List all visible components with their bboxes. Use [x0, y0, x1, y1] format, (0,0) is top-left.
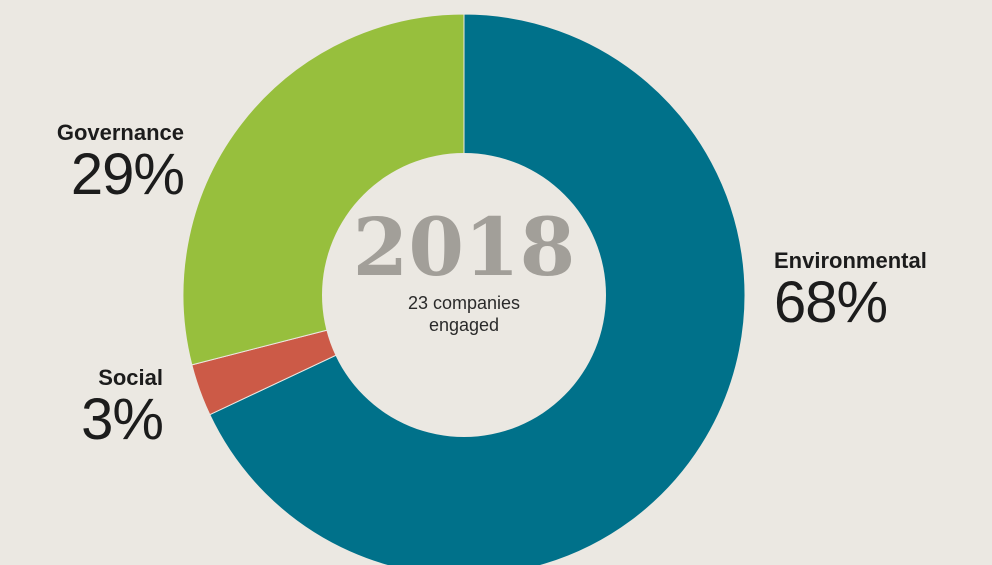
social-name: Social: [98, 365, 163, 390]
center-year: 2018: [352, 200, 576, 294]
donut-center-text: 2018 23 companies engaged: [322, 207, 606, 336]
label-governance: Governance 29%: [56, 120, 185, 207]
environmental-percent: 68%: [774, 270, 888, 335]
social-percent: 3%: [81, 387, 164, 452]
governance-name: Governance: [56, 120, 184, 145]
center-subtitle: 23 companies engaged: [407, 293, 521, 335]
donut-hole: [322, 153, 606, 437]
governance-percent: 29%: [70, 142, 185, 207]
label-social: Social 3%: [81, 365, 164, 452]
label-environmental: Environmental 68%: [774, 250, 927, 332]
environmental-name: Environmental: [774, 248, 927, 273]
